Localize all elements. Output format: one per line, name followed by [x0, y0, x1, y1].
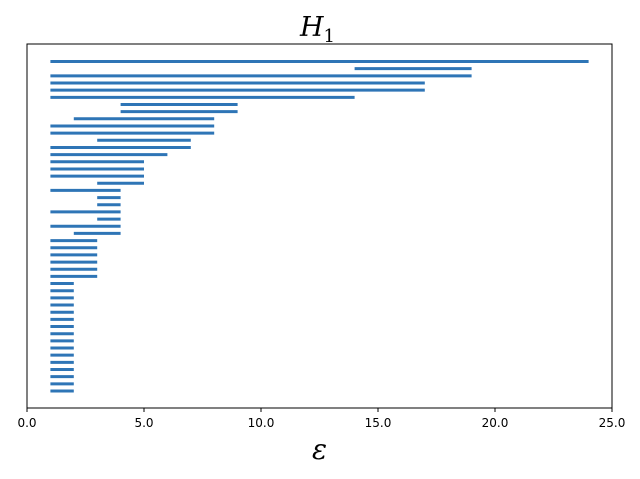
x-axis-ticks: 0.0 5.0 10.0 15.0 20.0 25.0 [17, 408, 625, 430]
chart-title-subscript: 1 [324, 26, 335, 47]
x-tick-label: 5.0 [134, 416, 153, 430]
chart-title: H1 [299, 12, 335, 47]
x-axis-label: ε [312, 433, 327, 466]
barcode-bars [50, 60, 589, 393]
x-tick-label: 20.0 [482, 416, 509, 430]
chart-title-main: H [299, 12, 324, 43]
x-tick-label: 0.0 [17, 416, 36, 430]
x-tick-label: 25.0 [599, 416, 626, 430]
x-tick-label: 15.0 [365, 416, 392, 430]
x-tick-label: 10.0 [248, 416, 275, 430]
plot-frame [26, 43, 613, 409]
